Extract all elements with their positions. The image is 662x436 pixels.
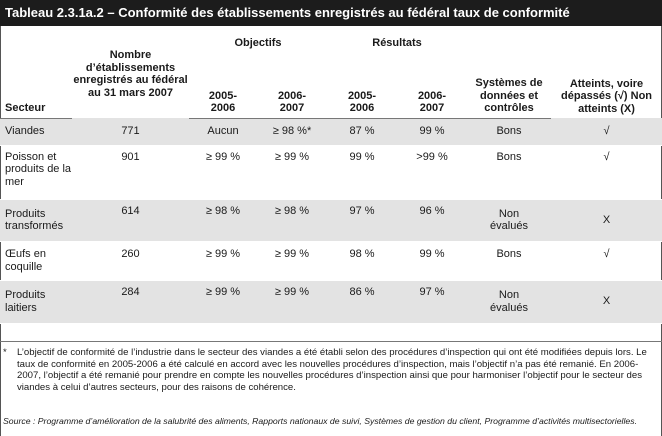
table-title: Tableau 2.3.1a.2 – Conformité des établi…: [0, 0, 662, 26]
table-row: Produits laitiers 284 ≥ 99 % ≥ 99 % 86 %…: [0, 280, 662, 324]
table-row: Viandes 771 Aucun ≥ 98 %* 87 % 99 % Bons…: [0, 118, 662, 146]
source-note: Source : Programme d’amélioration de la …: [3, 416, 638, 426]
cell-obj-2006: ≥ 99 %: [257, 145, 328, 200]
header-atteints: Atteints, voire dépassés (√) Non atteint…: [561, 77, 653, 115]
cell-atteints: X: [551, 199, 662, 242]
cell-systemes: Non évalués: [467, 199, 552, 242]
cell-obj-2006: ≥ 99 %: [257, 280, 328, 324]
notes-divider: [0, 341, 662, 342]
cell-atteints: X: [551, 280, 662, 324]
cell-secteur: Poisson et produits de la mer: [0, 145, 72, 200]
cell-nombre: 614: [72, 199, 189, 242]
header-systemes: Systèmes de données et contrôles: [467, 52, 552, 119]
header-res-2005: 2005-2006: [327, 52, 398, 119]
header-resultats: Résultats: [372, 37, 422, 50]
cell-secteur: Produits transformés: [0, 199, 72, 242]
table-row: Produits transformés 614 ≥ 98 % ≥ 98 % 9…: [0, 199, 662, 242]
cell-res-2005: 98 %: [327, 241, 398, 281]
header-objectifs: Objectifs: [234, 37, 282, 50]
cell-atteints: √: [551, 241, 662, 281]
header-secteur: Secteur: [0, 52, 72, 119]
header-nombre: Nombre d’établissements enregistrés au f…: [73, 49, 188, 99]
cell-res-2005: 99 %: [327, 145, 398, 200]
cell-systemes: Bons: [467, 118, 552, 146]
cell-obj-2005: ≥ 99 %: [189, 280, 257, 324]
header-obj-2006: 2006-2007: [257, 52, 328, 119]
cell-nombre: 284: [72, 280, 189, 324]
cell-res-2006: 96 %: [397, 199, 468, 242]
cell-systemes: Non évalués: [467, 280, 552, 324]
cell-res-2006: 97 %: [397, 280, 468, 324]
cell-res-2006: 99 %: [397, 241, 468, 281]
header-res-2006: 2006-2007: [397, 52, 468, 119]
cell-atteints: √: [551, 118, 662, 146]
footnote-marker: *: [3, 347, 7, 358]
cell-obj-2006: ≥ 98 %*: [257, 118, 328, 146]
cell-secteur: Viandes: [0, 118, 72, 146]
table-row: Œufs en coquille 260 ≥ 99 % ≥ 99 % 98 % …: [0, 241, 662, 281]
cell-nombre: 901: [72, 145, 189, 200]
cell-secteur: Œufs en coquille: [0, 241, 72, 281]
table-row: Poisson et produits de la mer 901 ≥ 99 %…: [0, 145, 662, 200]
compliance-table: Nombre d’établissements enregistrés au f…: [0, 30, 662, 324]
cell-secteur: Produits laitiers: [0, 280, 72, 324]
cell-res-2005: 97 %: [327, 199, 398, 242]
cell-obj-2005: Aucun: [189, 118, 257, 146]
cell-nombre: 260: [72, 241, 189, 281]
cell-systemes: Bons: [467, 145, 552, 200]
cell-atteints: √: [551, 145, 662, 200]
cell-nombre: 771: [72, 118, 189, 146]
cell-obj-2005: ≥ 99 %: [189, 145, 257, 200]
cell-res-2005: 86 %: [327, 280, 398, 324]
cell-res-2006: 99 %: [397, 118, 468, 146]
cell-res-2006: >99 %: [397, 145, 468, 200]
footnote-text: L’objectif de conformité de l’industrie …: [17, 347, 647, 393]
cell-systemes: Bons: [467, 241, 552, 281]
cell-obj-2005: ≥ 98 %: [189, 199, 257, 242]
cell-obj-2006: ≥ 99 %: [257, 241, 328, 281]
cell-res-2005: 87 %: [327, 118, 398, 146]
cell-obj-2006: ≥ 98 %: [257, 199, 328, 242]
header-obj-2005: 2005-2006: [189, 52, 257, 119]
cell-obj-2005: ≥ 99 %: [189, 241, 257, 281]
